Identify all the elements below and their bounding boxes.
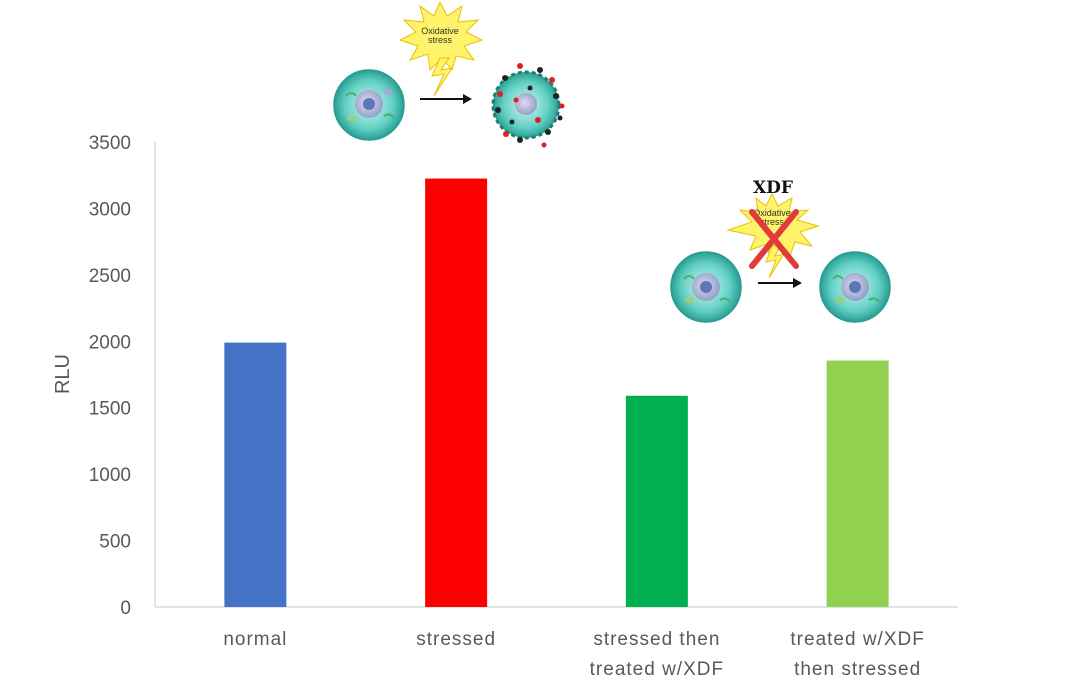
arrow-icon <box>758 278 802 288</box>
healthy-cell-icon <box>333 69 405 141</box>
y-tick-label: 3000 <box>89 199 131 220</box>
y-tick-label: 1500 <box>89 399 131 420</box>
oxidative-stress-label-2: stress <box>428 35 453 45</box>
x-category-label: then stressed <box>794 659 921 680</box>
protected-cell-icon <box>819 251 891 323</box>
x-category-label: stressed then <box>593 629 720 650</box>
y-tick-label: 2500 <box>89 266 131 287</box>
y-tick-label: 1000 <box>89 465 131 486</box>
oxidative-stress-burst: Oxidative stress <box>398 0 484 97</box>
block-x-icon <box>749 209 799 269</box>
xdf-label: XDF <box>753 178 793 198</box>
arrow-icon <box>420 94 472 104</box>
bar <box>625 395 688 607</box>
oxidative-stress-burst-blocked: Oxidative stress <box>726 192 820 279</box>
healthy-cell-icon <box>670 251 742 323</box>
oxidative-stress-label-1: Oxidative <box>421 26 459 36</box>
y-tick-label: 2000 <box>89 332 131 353</box>
xdf-burst-label-1: Oxidative <box>753 208 791 218</box>
y-tick-label: 3500 <box>89 133 131 154</box>
lightning-bolt-icon <box>431 57 454 97</box>
y-tick-label: 500 <box>99 532 131 553</box>
stress-illustration: Oxidative stress <box>333 0 565 148</box>
bar <box>826 360 889 607</box>
x-category-label: treated w/XDF <box>790 629 924 650</box>
damaged-cell-icon <box>491 63 565 148</box>
bar <box>425 178 488 608</box>
xdf-illustration: XDF Oxidative stress <box>670 178 891 323</box>
y-tick-label: 0 <box>120 598 131 619</box>
y-axis-label: RLU <box>52 354 74 394</box>
bar <box>224 342 287 607</box>
x-category-label: normal <box>223 629 287 650</box>
xdf-burst-label-2: stress <box>760 217 785 227</box>
x-category-label: treated w/XDF <box>590 659 724 680</box>
x-category-label: stressed <box>416 629 496 650</box>
